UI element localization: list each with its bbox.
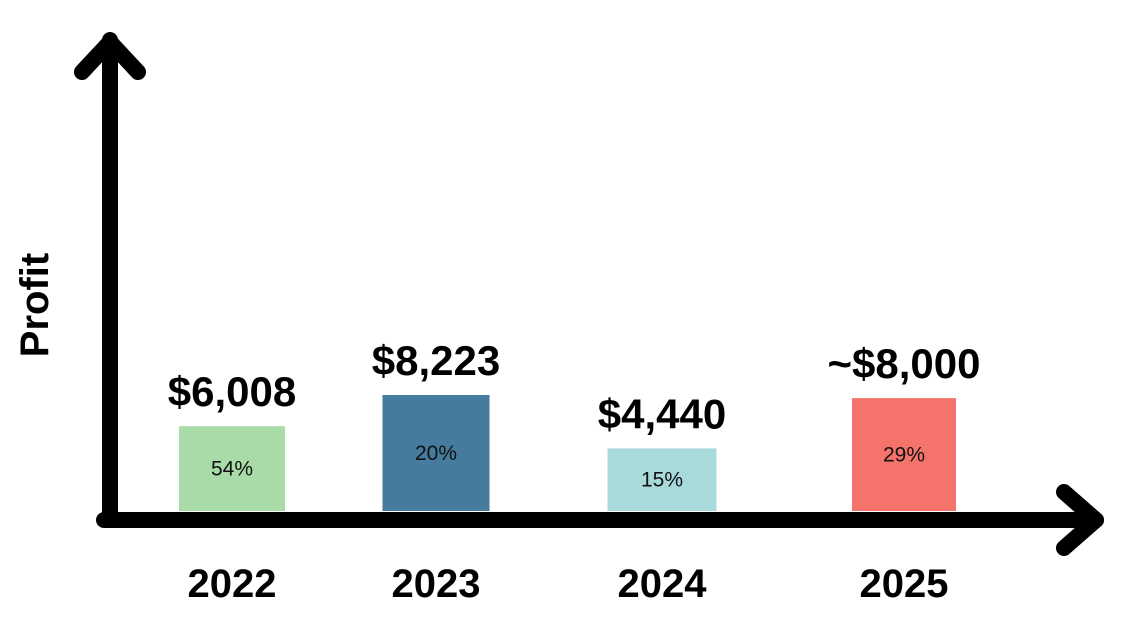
percent-label-2022: 54% bbox=[211, 458, 253, 481]
percent-label-2024: 15% bbox=[641, 469, 683, 492]
bar-2024 bbox=[607, 448, 717, 511]
percent-label-2025: 29% bbox=[883, 444, 925, 467]
value-label-2022: $6,008 bbox=[168, 368, 296, 415]
bars-group bbox=[179, 395, 956, 511]
labels-group: 54% $6,008 2022 20% $8,223 2023 15% $4,440 2024 2… bbox=[168, 337, 981, 606]
bar-2022 bbox=[179, 426, 285, 511]
percent-label-2023: 20% bbox=[415, 442, 457, 465]
x-axis-arrowhead bbox=[1056, 484, 1104, 556]
bar-2023 bbox=[382, 395, 490, 511]
x-tick-label-2024: 2024 bbox=[618, 562, 708, 606]
y-axis-title: Profit bbox=[13, 253, 57, 357]
x-tick-label-2025: 2025 bbox=[860, 562, 949, 606]
value-label-2025: ~$8,000 bbox=[828, 340, 981, 387]
bar-2025 bbox=[852, 398, 956, 511]
x-tick-label-2022: 2022 bbox=[188, 562, 277, 606]
value-label-2023: $8,223 bbox=[372, 337, 500, 384]
value-label-2024: $4,440 bbox=[598, 390, 726, 437]
chart-axes bbox=[74, 32, 1104, 556]
y-axis-arrowhead bbox=[74, 34, 146, 80]
x-tick-label-2023: 2023 bbox=[392, 562, 481, 606]
